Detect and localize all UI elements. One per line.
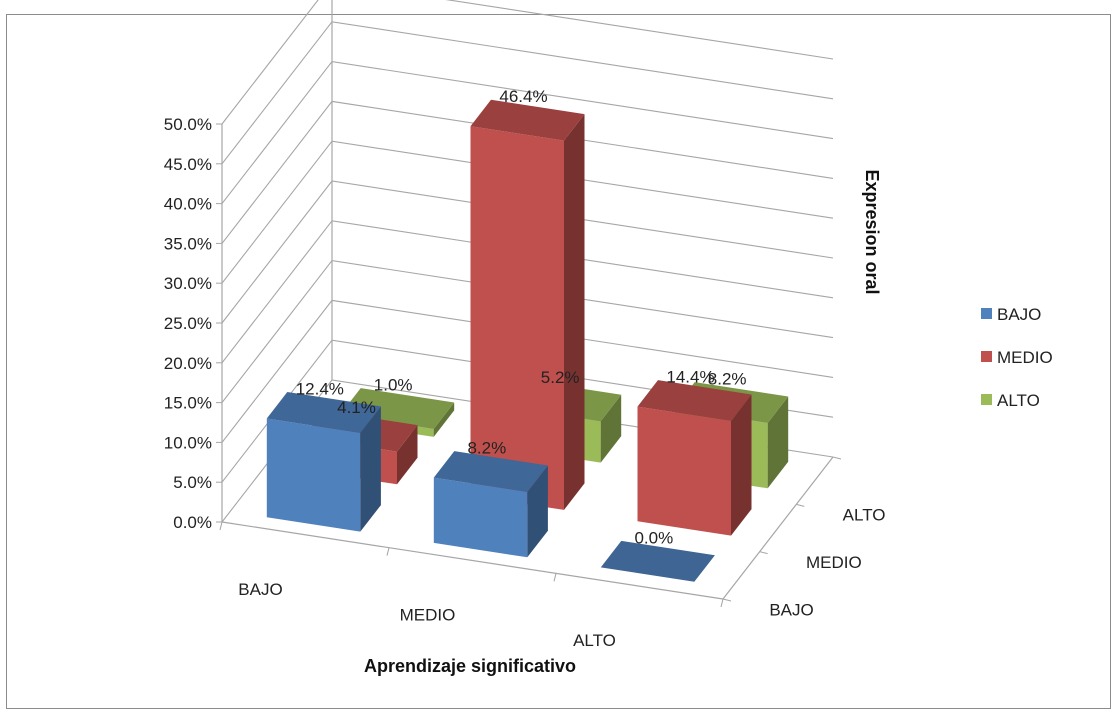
gridline xyxy=(221,0,834,125)
depth-tick-mark xyxy=(796,503,805,507)
legend-swatch xyxy=(981,351,992,362)
bar-side-face xyxy=(600,394,622,463)
y-tick-label: 45.0% xyxy=(164,155,212,174)
data-label: 1.0% xyxy=(374,376,413,395)
gridlines xyxy=(221,0,834,600)
legend-label: BAJO xyxy=(997,305,1041,324)
data-labels: 1.0% 5.2% 8.2% 4.1% 46.4% 14.4% 12.4% 8.2% 0.0% xyxy=(296,87,747,547)
bar-front-face xyxy=(266,418,361,532)
data-label: 4.1% xyxy=(337,398,376,417)
x-tick-mark xyxy=(553,573,557,582)
gridline xyxy=(221,220,834,364)
y-tick-label: 5.0% xyxy=(173,473,212,492)
x-category-label: MEDIO xyxy=(400,606,456,625)
depth-category-label: BAJO xyxy=(769,600,813,619)
y-tick-label: 50.0% xyxy=(164,115,212,134)
legend-item: ALTO xyxy=(981,391,1040,410)
data-label: 12.4% xyxy=(296,379,344,398)
bar-side-face xyxy=(564,114,585,510)
legend: BAJO MEDIO ALTO xyxy=(981,305,1053,410)
bar-side-face xyxy=(433,402,455,437)
data-label: 14.4% xyxy=(666,368,714,387)
gridline xyxy=(221,140,834,284)
bar-side-face xyxy=(731,394,752,536)
data-label: 0.0% xyxy=(634,528,673,547)
y-tick-label: 20.0% xyxy=(164,354,212,373)
x-axis-title: Aprendizaje significativo xyxy=(364,656,576,676)
bar-front-face xyxy=(470,126,564,510)
y-tick-label: 10.0% xyxy=(164,433,212,452)
y-tick-label: 30.0% xyxy=(164,274,212,293)
bar-front-face xyxy=(433,477,528,558)
bar-side-face xyxy=(767,396,789,489)
data-label: 46.4% xyxy=(499,87,547,106)
x-category-label: ALTO xyxy=(573,631,616,650)
x-category-labels: BAJO MEDIO ALTO xyxy=(219,521,724,650)
legend-swatch xyxy=(981,394,992,405)
data-label: 5.2% xyxy=(541,368,580,387)
depth-tick-mark xyxy=(722,598,732,602)
gridline xyxy=(221,100,834,244)
legend-label: ALTO xyxy=(997,391,1040,410)
bar-side-face xyxy=(397,425,418,485)
x-category-label: BAJO xyxy=(238,580,282,599)
gridline xyxy=(221,21,834,165)
bars xyxy=(266,99,789,582)
bar-top-face xyxy=(600,540,715,582)
bar-top-face xyxy=(470,99,585,141)
gridline xyxy=(221,61,834,204)
y-tick-label: 0.0% xyxy=(173,513,212,532)
bar-side-face xyxy=(360,406,381,532)
bar-top-face xyxy=(266,392,381,433)
y-tick-label: 15.0% xyxy=(164,394,212,413)
legend-swatch xyxy=(981,308,992,319)
bar xyxy=(600,540,715,582)
bar-side-face xyxy=(527,465,548,558)
depth-category-labels: BAJO MEDIO ALTO xyxy=(722,456,886,619)
depth-tick-mark xyxy=(759,551,768,555)
gridline xyxy=(221,299,834,443)
legend-label: MEDIO xyxy=(997,348,1053,367)
bar-top-face xyxy=(637,380,752,421)
depth-category-label: MEDIO xyxy=(806,553,862,572)
y-tick-labels: 0.0% 5.0% 10.0% 15.0% 20.0% 25.0% 30.0% 35.0% 40… xyxy=(164,115,222,532)
x-tick-mark xyxy=(720,598,724,608)
x-tick-mark xyxy=(219,521,223,531)
legend-item: MEDIO xyxy=(981,348,1053,367)
bar-front-face xyxy=(637,406,731,536)
y-tick-label: 40.0% xyxy=(164,195,212,214)
depth-axis-title: Expresion oral xyxy=(862,169,882,294)
bar xyxy=(637,380,752,536)
x-axis-line xyxy=(221,521,724,600)
bar xyxy=(266,392,381,532)
bar xyxy=(470,99,585,510)
depth-tick-mark xyxy=(832,456,842,460)
gridline xyxy=(221,260,834,403)
depth-axis-line xyxy=(722,456,834,600)
x-tick-mark xyxy=(386,547,390,556)
y-tick-label: 25.0% xyxy=(164,314,212,333)
legend-item: BAJO xyxy=(981,305,1041,324)
gridline xyxy=(221,180,834,324)
y-tick-label: 35.0% xyxy=(164,234,212,253)
bar-top-face xyxy=(433,451,548,492)
data-label: 8.2% xyxy=(467,439,506,458)
depth-category-label: ALTO xyxy=(843,506,886,525)
bar xyxy=(433,451,548,558)
data-label: 8.2% xyxy=(708,370,747,389)
